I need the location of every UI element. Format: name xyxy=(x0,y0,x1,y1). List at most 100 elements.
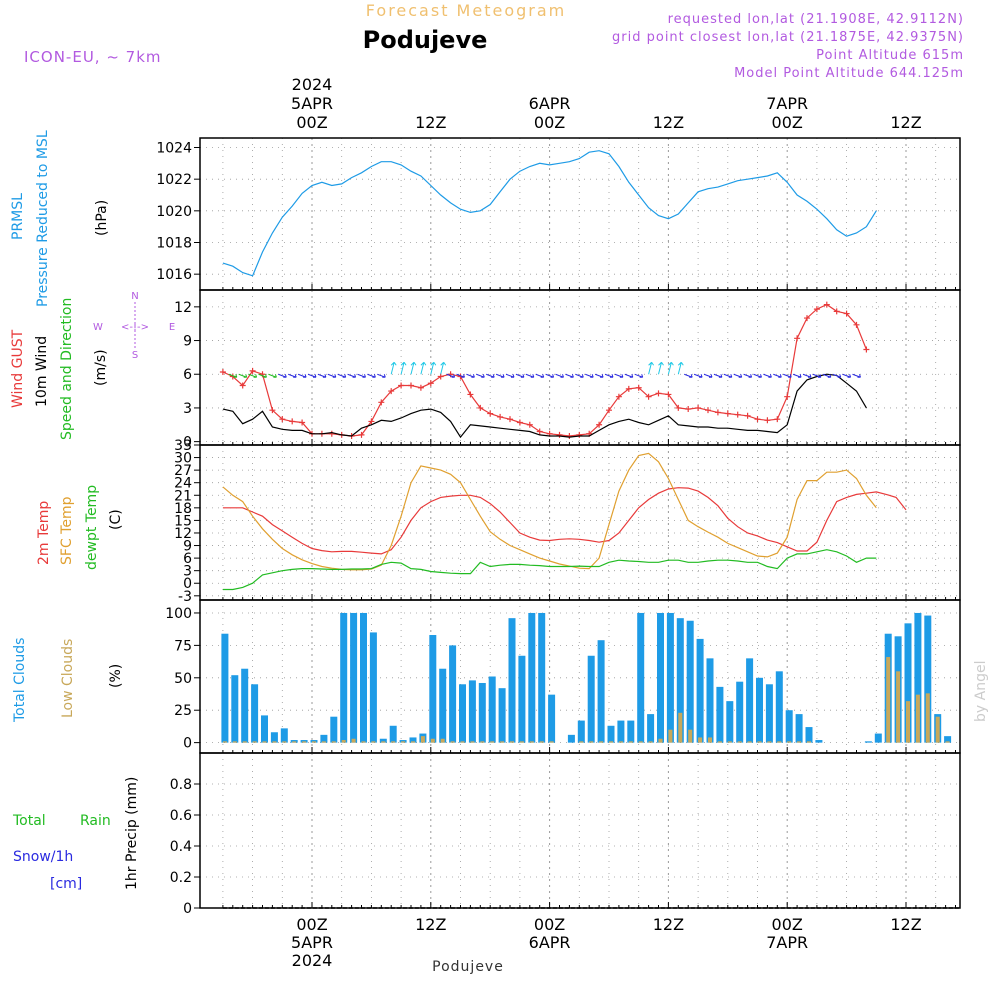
low-cloud-bar xyxy=(282,741,287,743)
dewpt-temp-line xyxy=(222,549,877,591)
footer-location: Podujeve xyxy=(432,959,504,975)
wind-arrow xyxy=(667,361,674,375)
pressure-unit: (hPa) xyxy=(94,200,110,236)
wind-arrow xyxy=(624,373,634,378)
location-title: Podujeve xyxy=(363,26,488,54)
wind-arrow xyxy=(802,373,812,378)
low-cloud-bar xyxy=(589,741,594,743)
wind-arrow xyxy=(515,373,525,378)
clouds-unit: (%) xyxy=(108,664,124,688)
wind-arrow xyxy=(367,373,376,378)
snow-label: Snow/1h xyxy=(13,849,73,865)
wind-arrow xyxy=(852,373,861,378)
total-cloud-bar xyxy=(597,640,605,743)
low-cloud-bar xyxy=(321,741,326,743)
panel-3: 0 25 50 75 100 xyxy=(165,599,961,754)
total-cloud-bar xyxy=(251,684,259,743)
wind-arrow xyxy=(783,373,792,378)
low-cloud-bar xyxy=(628,741,633,743)
gust-marker xyxy=(467,391,474,398)
gust-marker xyxy=(239,382,246,389)
top-time-label: 6APR xyxy=(529,94,571,113)
wind-arrow xyxy=(288,373,297,378)
low-cloud-bar xyxy=(272,741,277,743)
low-cloud-bar xyxy=(717,741,722,743)
wind-arrow xyxy=(614,373,624,378)
wind-arrow xyxy=(495,373,505,378)
gust-marker xyxy=(219,368,226,375)
wind-arrow xyxy=(585,373,594,378)
low-cloud-bar xyxy=(510,741,514,743)
total-cloud-bar xyxy=(399,740,407,743)
top-time-label: 12Z xyxy=(890,113,921,132)
gust-marker xyxy=(427,380,434,387)
gust-marker xyxy=(477,404,484,411)
wind-arrow xyxy=(594,373,604,378)
y-tick-label: 1020 xyxy=(156,204,192,220)
y-tick-label: 0.4 xyxy=(170,839,192,855)
gust-marker xyxy=(675,404,682,411)
total-cloud-bar xyxy=(676,618,684,743)
temp-2m-label: 2m Temp xyxy=(36,501,52,565)
total-cloud-bar xyxy=(369,632,377,743)
wind-unit: (m/s) xyxy=(93,349,109,386)
wind-arrow xyxy=(677,361,684,375)
model-label: ICON-EU, ~ 7km xyxy=(24,48,162,66)
wind-arrow xyxy=(723,373,733,378)
wind-arrow xyxy=(238,373,248,378)
total-label: Total xyxy=(12,813,46,829)
gust-marker xyxy=(328,430,335,437)
total-cloud-bar xyxy=(389,725,397,743)
total-cloud-bar xyxy=(696,638,704,743)
low-cloud-bar xyxy=(579,741,584,743)
wind-arrow xyxy=(525,373,535,378)
low-cloud-bar xyxy=(807,741,811,743)
total-cloud-bar xyxy=(350,612,358,743)
top-time-label: 7APR xyxy=(766,94,808,113)
low-cloud-bar xyxy=(727,741,732,743)
low-cloud-bar xyxy=(668,729,673,743)
total-cloud-bar xyxy=(815,740,823,743)
bottom-time-label: 12Z xyxy=(653,915,684,934)
sfc-temp-line xyxy=(222,452,877,571)
low-cloud-bar xyxy=(500,741,505,743)
gust-marker xyxy=(645,393,652,400)
total-cloud-bar xyxy=(795,714,803,743)
panel-1: 0 3 6 9 12 xyxy=(174,289,961,451)
y-tick-label: 24 xyxy=(174,476,192,492)
total-cloud-bar xyxy=(607,725,615,743)
gust-marker xyxy=(714,409,721,416)
low-cloud-bar xyxy=(232,741,237,743)
wind-arrow xyxy=(733,373,743,378)
wind-arrow xyxy=(565,373,574,378)
low-cloud-bar xyxy=(539,741,544,743)
low-cloud-bar xyxy=(361,741,366,743)
grid-point: grid point closest lon,lat (21.1875E, 42… xyxy=(612,30,964,45)
y-tick-label: 27 xyxy=(174,463,192,479)
total-cloud-bar xyxy=(340,612,348,743)
total-cloud-bar xyxy=(330,716,338,743)
wind-arrow xyxy=(476,373,485,378)
low-cloud-bar xyxy=(925,693,930,743)
y-tick-label: 0 xyxy=(183,576,192,592)
gust-marker xyxy=(526,421,533,428)
gust-marker xyxy=(863,346,870,353)
low-cloud-bar xyxy=(747,741,752,743)
wind-gust-line xyxy=(222,303,867,437)
y-tick-label: 21 xyxy=(174,488,192,504)
compass-n: N xyxy=(131,291,138,302)
low-cloud-bar xyxy=(450,741,455,743)
gust-marker xyxy=(744,412,751,419)
total-clouds-label: Total Clouds xyxy=(12,638,28,723)
temp-sfc-label: SFC Temp xyxy=(59,496,75,565)
y-tick-label: 1024 xyxy=(156,141,192,157)
y-tick-label: 0 xyxy=(183,736,192,752)
panel-frame xyxy=(199,444,961,601)
y-tick-label: 0.6 xyxy=(170,808,192,824)
top-time-label: 12Z xyxy=(415,113,446,132)
precip-unit: 1hr Precip (mm) xyxy=(124,777,140,890)
low-cloud-bar xyxy=(737,741,742,743)
wind-arrow xyxy=(684,373,693,378)
wind-arrow xyxy=(842,373,852,378)
y-tick-label: 15 xyxy=(174,513,192,529)
